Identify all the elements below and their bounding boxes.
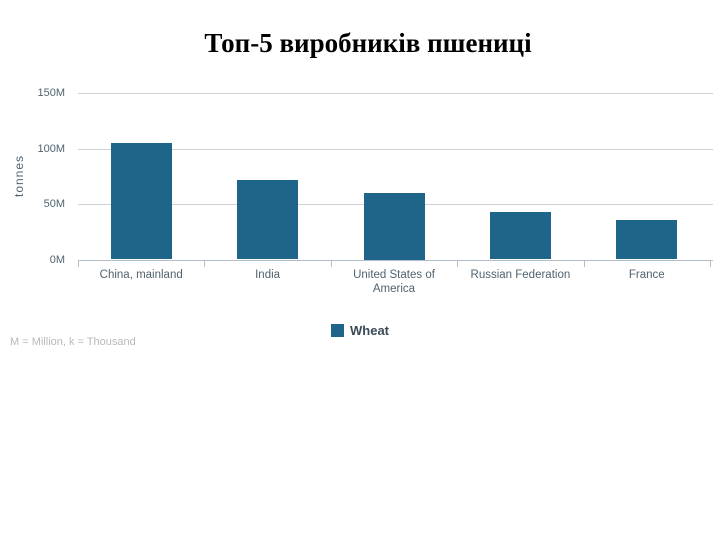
- x-axis-tick: [78, 260, 79, 267]
- y-tick-label-150M: 150M: [37, 87, 65, 100]
- x-axis-line: [78, 259, 713, 261]
- x-axis-tick: [710, 260, 711, 267]
- bar-France: [616, 219, 678, 260]
- legend-label: Wheat: [350, 322, 389, 338]
- legend-swatch-wheat: [331, 323, 344, 337]
- y-tick-label-100M: 100M: [37, 142, 65, 155]
- chart-title: Топ-5 виробників пшениці: [204, 28, 532, 58]
- x-axis-label: United States of America: [353, 268, 435, 295]
- gridline-100M: [78, 148, 713, 150]
- x-axis-label: Russian Federation: [470, 268, 571, 281]
- legend: Wheat: [0, 322, 720, 338]
- y-tick-label-0M: 0M: [49, 253, 65, 266]
- y-axis-title: tonnes: [12, 154, 26, 198]
- x-axis-label: India: [255, 268, 281, 281]
- x-axis-tick: [457, 260, 459, 267]
- x-axis-tick: [583, 260, 585, 267]
- bar-China, mainland: [110, 143, 172, 260]
- bar-United States of America: [363, 193, 425, 260]
- x-axis-label: China, mainland: [99, 268, 183, 281]
- y-tick-label-50M: 50M: [43, 198, 65, 211]
- bar-India: [237, 179, 299, 260]
- bar-Russian Federation: [489, 211, 551, 260]
- x-axis-tick: [204, 260, 206, 267]
- units-footnote: M = Million, k = Thousand: [10, 336, 136, 348]
- x-axis-label: France: [628, 268, 665, 281]
- x-axis-tick: [330, 260, 332, 267]
- gridline-150M: [78, 93, 713, 95]
